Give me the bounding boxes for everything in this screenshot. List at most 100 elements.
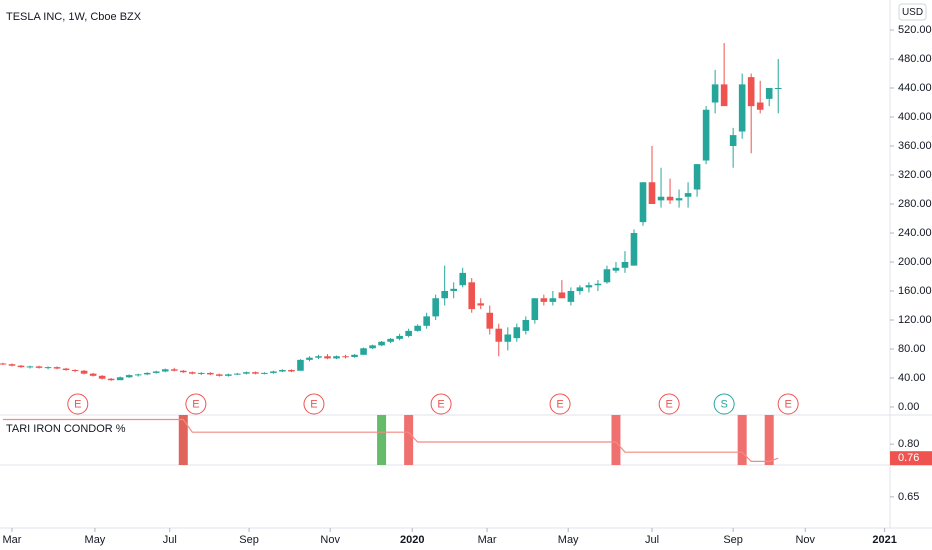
y-tick-label: 440.00 [898, 82, 932, 94]
x-tick-label: Sep [239, 534, 259, 546]
candle-body [270, 371, 277, 373]
event-label: E [784, 398, 791, 410]
candle-body [405, 330, 412, 336]
x-tick-label: Sep [723, 534, 743, 546]
candle-body [657, 196, 665, 201]
candle-body [387, 338, 394, 342]
event-label: E [437, 398, 444, 410]
candle-body [8, 364, 16, 366]
candle-body [774, 88, 782, 89]
x-tick-label: Nov [320, 534, 340, 546]
candle-body [62, 368, 70, 371]
y-tick-label: 120.00 [898, 314, 932, 326]
event-marker [67, 393, 89, 415]
x-tick-label: Jul [645, 534, 659, 546]
x-tick-label: 2021 [872, 534, 896, 546]
x-tick-label: Nov [795, 534, 815, 546]
candle-body [459, 272, 467, 286]
candle-body [243, 372, 250, 374]
candle-body [585, 285, 593, 288]
candle-body [279, 370, 286, 372]
candle-body [684, 193, 692, 197]
candle-body [612, 267, 620, 271]
event-label: E [556, 398, 563, 410]
candle-body [369, 345, 376, 349]
event-marker [303, 393, 325, 415]
candle-body [351, 354, 358, 357]
event-label: E [74, 398, 81, 410]
y-tick-label: 320.00 [898, 169, 932, 181]
candle-body [648, 182, 656, 204]
candle-body [324, 356, 331, 359]
candle-body [143, 372, 151, 375]
candle-body [306, 357, 313, 360]
candle-body [161, 369, 169, 372]
candle-body [98, 375, 106, 379]
candle-body [666, 196, 674, 201]
candle-body [495, 328, 503, 342]
candle-body [360, 348, 367, 355]
candle-body [729, 135, 737, 146]
candle-body [234, 373, 241, 375]
y-tick-label: 280.00 [898, 198, 932, 210]
candle-body [89, 373, 97, 376]
event-marker [185, 393, 207, 415]
candle-body [116, 377, 124, 381]
candle-body [756, 102, 764, 110]
candle-body [432, 298, 439, 317]
candle-body [315, 356, 322, 358]
candle-body [468, 282, 476, 310]
candle-body [567, 291, 575, 302]
x-tick-label: May [558, 534, 579, 546]
x-tick-label: May [85, 534, 106, 546]
y-tick-label: 360.00 [898, 140, 932, 152]
y-tick-label: 200.00 [898, 256, 932, 268]
event-marker [777, 393, 799, 415]
signal-bar [404, 415, 414, 465]
candle-body [378, 341, 385, 346]
event-marker [430, 393, 452, 415]
candle-body [342, 356, 349, 358]
candle-body [765, 88, 773, 99]
y-tick-label: 400.00 [898, 111, 932, 123]
candle-body [711, 84, 719, 103]
candle-body [179, 370, 187, 373]
candle-body [188, 372, 196, 374]
candle-body [441, 291, 448, 299]
candle-body [675, 198, 683, 201]
candle-body [549, 298, 557, 302]
indicator-line [3, 418, 779, 462]
candle-body [225, 374, 232, 376]
candle-body [702, 109, 710, 161]
candle-body [0, 363, 7, 365]
y-tick-label: 40.00 [898, 372, 926, 384]
candle-body [540, 298, 548, 302]
x-tick-label: Mar [3, 534, 22, 546]
y-tick-label: 80.00 [898, 343, 926, 355]
y-tick-label: 520.00 [898, 24, 932, 36]
candle-body [630, 233, 638, 266]
candle-body [53, 367, 61, 369]
candle-body [35, 366, 43, 368]
y-tick-label: 240.00 [898, 227, 932, 239]
y-tick-label: 160.00 [898, 285, 932, 297]
candle-body [134, 374, 142, 376]
candle-body [450, 288, 457, 291]
currency-label[interactable]: USD [902, 7, 923, 18]
event-label: E [665, 398, 672, 410]
candle-body [297, 359, 304, 371]
currency-button[interactable] [898, 3, 927, 21]
event-marker [713, 393, 735, 415]
candle-body [107, 378, 115, 381]
x-tick-label: 2020 [400, 534, 424, 546]
last-value-box [890, 451, 932, 466]
candle-body [80, 370, 88, 374]
y-tick-label: 480.00 [898, 53, 932, 65]
signal-bar [611, 415, 621, 465]
candle-body [414, 325, 421, 331]
y-tick-label: 0.00 [898, 401, 919, 413]
candle-body [17, 365, 25, 368]
candle-body [333, 356, 340, 359]
event-marker [658, 393, 680, 415]
candle-body [44, 367, 52, 369]
